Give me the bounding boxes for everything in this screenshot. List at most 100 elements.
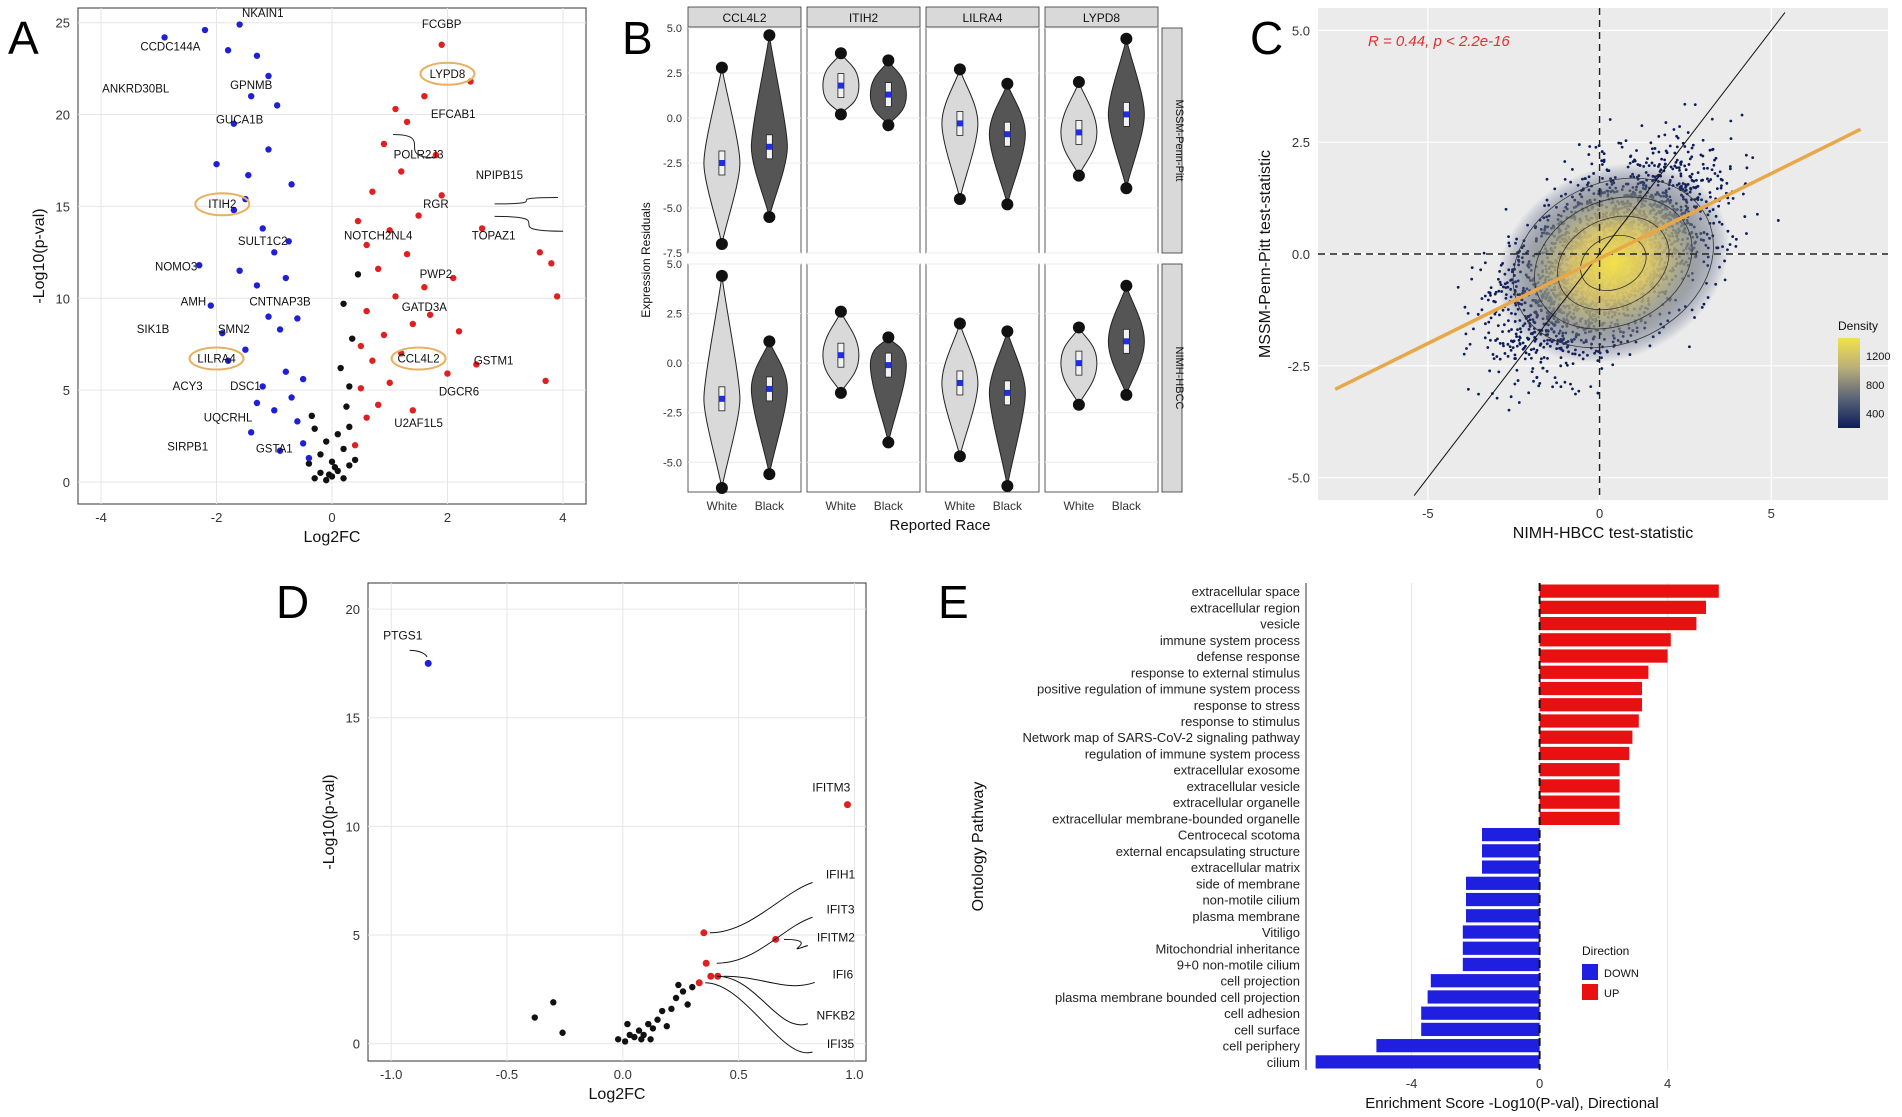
pathway-label: cell adhesion — [1224, 1006, 1300, 1021]
up-point — [695, 979, 703, 987]
outlier-point — [1120, 279, 1133, 292]
enrichment-bar — [1539, 811, 1620, 825]
enrichment-bar — [1539, 633, 1671, 647]
data-point — [1600, 367, 1604, 370]
data-point — [1479, 268, 1483, 272]
down-point — [282, 368, 290, 375]
gene-label: SMN2 — [218, 324, 250, 336]
data-point — [1683, 164, 1687, 168]
data-point — [1710, 168, 1714, 172]
gene-label: IFIH1 — [826, 867, 856, 881]
data-point — [1518, 335, 1521, 339]
data-point — [1571, 168, 1574, 171]
highlight-ring — [188, 346, 245, 371]
outlier-point — [763, 468, 776, 481]
enrichment-bar — [1462, 957, 1540, 972]
leader-arrow — [494, 196, 559, 205]
data-point — [1537, 384, 1541, 388]
up-point — [403, 250, 411, 258]
data-point — [1539, 360, 1543, 364]
gene-label: GSTA1 — [256, 444, 293, 456]
y-tick-label: 5.0 — [1292, 23, 1310, 38]
data-point — [1714, 156, 1718, 160]
data-point — [1719, 186, 1723, 190]
down-point — [236, 21, 243, 28]
data-point — [1515, 344, 1519, 348]
panel-label-e: E — [938, 576, 969, 628]
up-point — [363, 307, 370, 315]
data-point — [1723, 278, 1727, 282]
pathway-label: cell periphery — [1223, 1039, 1301, 1054]
data-point — [1501, 341, 1505, 345]
enrichment-bar — [1427, 990, 1540, 1004]
x-tick-label: White — [1064, 499, 1095, 513]
up-point — [403, 118, 411, 126]
data-point — [1513, 353, 1517, 357]
leader-arrow — [716, 916, 813, 964]
down-point — [288, 181, 295, 188]
enrichment-bar — [1539, 730, 1633, 744]
pathway-label: response to stress — [1194, 698, 1301, 713]
ns-point — [624, 1020, 631, 1028]
data-point — [1545, 177, 1549, 181]
data-point — [1640, 124, 1644, 128]
data-point — [1529, 356, 1533, 360]
data-point — [1472, 327, 1475, 331]
ns-point — [311, 475, 318, 482]
down-point — [265, 146, 272, 153]
down-point — [236, 267, 243, 274]
data-point — [1712, 163, 1716, 167]
data-point — [1489, 286, 1493, 290]
y-axis-title: MSSM-Penn-Pitt test-statistic — [1257, 150, 1274, 358]
down-point — [265, 313, 272, 320]
data-point — [1674, 160, 1678, 164]
down-point — [219, 329, 226, 337]
panel-c-correlation: -5 0 5 -5.0 -2.5 0.0 2.5 5.0 R = 0.44, p < 2.2e-… — [1257, 8, 1890, 542]
data-point — [1663, 158, 1667, 162]
data-point — [1509, 348, 1513, 352]
facet-panel — [1044, 263, 1159, 493]
ns-point — [308, 412, 315, 420]
data-point — [1535, 376, 1539, 380]
y-tick-label: 2.5 — [667, 309, 682, 321]
data-point — [1729, 137, 1733, 141]
gene-label: IFITM3 — [812, 781, 850, 795]
up-point — [386, 379, 393, 386]
data-point — [1687, 163, 1691, 166]
data-point — [1600, 150, 1604, 153]
data-point — [1728, 167, 1732, 171]
data-point — [1740, 113, 1744, 117]
enrichment-bar — [1539, 795, 1620, 809]
outlier-point — [834, 47, 847, 60]
legend-tick-label: 1200 — [1866, 351, 1890, 363]
data-point — [1470, 277, 1474, 281]
ns-point — [325, 471, 333, 478]
mean-marker — [837, 82, 844, 89]
data-point — [1465, 347, 1468, 350]
data-point — [1683, 102, 1687, 106]
data-point — [1563, 160, 1567, 163]
down-point — [224, 47, 232, 54]
down-point — [259, 225, 266, 232]
data-point — [1493, 292, 1497, 296]
data-point — [1521, 341, 1525, 345]
data-point — [1466, 311, 1470, 315]
pathway-label: defense response — [1197, 649, 1300, 664]
legend-label: UP — [1604, 988, 1619, 1000]
mean-marker — [718, 160, 725, 166]
panel-label-c: C — [1250, 12, 1283, 64]
data-point — [1492, 357, 1496, 361]
data-point — [1590, 162, 1594, 166]
data-point — [1588, 145, 1592, 148]
ns-point — [684, 1001, 691, 1008]
ns-point — [531, 1014, 538, 1021]
data-point — [1555, 381, 1559, 385]
down-point — [253, 52, 261, 59]
data-point — [1741, 192, 1745, 196]
data-point — [1518, 342, 1522, 345]
outlier-point — [1072, 76, 1085, 88]
down-point — [201, 26, 209, 34]
facet-column-label: LILRA4 — [962, 11, 1002, 25]
data-point — [1532, 379, 1535, 383]
y-tick-label: 0 — [353, 1037, 360, 1052]
